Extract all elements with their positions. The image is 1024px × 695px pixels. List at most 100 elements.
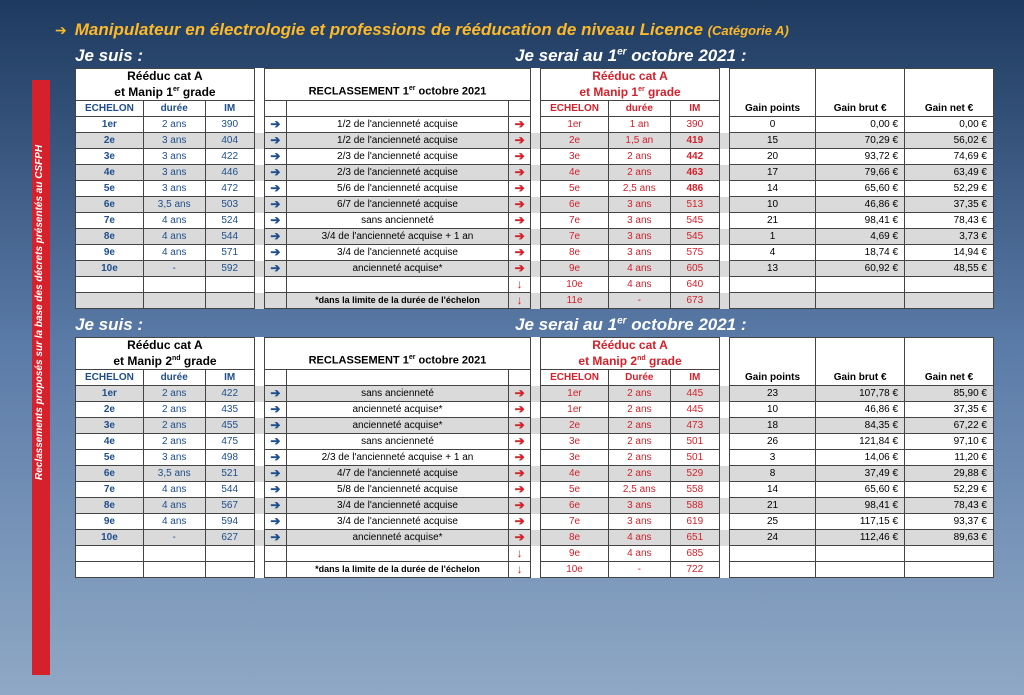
cell-gb: 79,66 € [816, 165, 905, 181]
cell-im2: 513 [670, 197, 719, 213]
arrow-down-icon: ↓ [509, 546, 531, 562]
cell-echelon2: 8e [541, 245, 609, 261]
cell-echelon2: 9e [541, 261, 609, 277]
cell-gb: 84,35 € [816, 418, 905, 434]
cell-echelon: 2e [76, 402, 144, 418]
cell-echelon: 3e [76, 149, 144, 165]
arrow-icon: ➔ [509, 386, 531, 402]
page-title-main: Manipulateur en électrologie et professi… [75, 20, 703, 39]
cell-echelon: 5e [76, 450, 144, 466]
reclass-header: RECLASSEMENT 1er octobre 2021 [264, 69, 531, 101]
cell-gb: 107,78 € [816, 386, 905, 402]
table-row: 7e4 ans544➔5/8 de l'ancienneté acquise➔5… [76, 482, 994, 498]
table-1: Rééduc cat Aet Manip 1er gradeRECLASSEME… [75, 68, 994, 309]
table-row: 5e3 ans472➔5/6 de l'ancienneté acquise➔5… [76, 181, 994, 197]
cell-echelon2: 5e [541, 181, 609, 197]
cell-im: 446 [205, 165, 254, 181]
cell-gn: 37,35 € [905, 402, 994, 418]
cell-reclass: sans ancienneté [286, 213, 508, 229]
cell-gp: 10 [729, 197, 815, 213]
page-title-cat: (Catégorie A) [708, 23, 789, 38]
table-row: 5e3 ans498➔2/3 de l'ancienneté acquise +… [76, 450, 994, 466]
cell-reclass: 1/2 de l'ancienneté acquise [286, 117, 508, 133]
cell-im: 521 [205, 466, 254, 482]
table-row: 10e-592➔ancienneté acquise*➔9e4 ans60513… [76, 261, 994, 277]
cell-gn: 63,49 € [905, 165, 994, 181]
cell-reclass: 1/2 de l'ancienneté acquise [286, 133, 508, 149]
arrow-icon: ➔ [509, 498, 531, 514]
cell-echelon2: 2e [541, 418, 609, 434]
cell-duree2: - [608, 293, 670, 309]
reclass-header: RECLASSEMENT 1er octobre 2021 [264, 338, 531, 370]
col-gain-points: Gain points [729, 69, 815, 117]
cell-duree2: 2 ans [608, 402, 670, 418]
arrow-icon: ➔ [264, 133, 286, 149]
arrow-icon: ➔ [509, 402, 531, 418]
footnote: *dans la limite de la durée de l'échelon [286, 562, 508, 578]
cell-im: 571 [205, 245, 254, 261]
cell-echelon2: 10e [541, 562, 609, 578]
table-row: ↓10e4 ans640 [76, 277, 994, 293]
cell-gb: 70,29 € [816, 133, 905, 149]
cell-echelon2: 5e [541, 482, 609, 498]
cell-echelon2: 3e [541, 149, 609, 165]
arrow-icon: ➔ [264, 181, 286, 197]
cell-im: 544 [205, 482, 254, 498]
cell-im2: 442 [670, 149, 719, 165]
cell-duree: 3 ans [143, 133, 205, 149]
arrow-icon: ➔ [264, 386, 286, 402]
cell-gb: 4,69 € [816, 229, 905, 245]
col-duree-right: durée [608, 101, 670, 117]
cell-duree2: 3 ans [608, 213, 670, 229]
cell-im: 435 [205, 402, 254, 418]
col-gain-points: Gain points [729, 338, 815, 386]
cell-echelon: 6e [76, 197, 144, 213]
arrow-icon: ➔ [264, 530, 286, 546]
cell-im2: 685 [670, 546, 719, 562]
cell-gn: 78,43 € [905, 213, 994, 229]
cell-im2: 558 [670, 482, 719, 498]
cell-echelon2: 9e [541, 546, 609, 562]
section-heads-1: Je suis : Je serai au 1er octobre 2021 : [75, 46, 994, 66]
page-title: Manipulateur en électrologie et professi… [75, 20, 789, 40]
cell-echelon: 7e [76, 482, 144, 498]
cell-im2: 445 [670, 402, 719, 418]
col-im-left: IM [205, 370, 254, 386]
cell-duree: 4 ans [143, 229, 205, 245]
arrow-icon: ➔ [264, 117, 286, 133]
cell-im2: 545 [670, 213, 719, 229]
table-row: 6e3,5 ans521➔4/7 de l'ancienneté acquise… [76, 466, 994, 482]
cell-echelon: 9e [76, 514, 144, 530]
cell-gb: 14,06 € [816, 450, 905, 466]
arrow-icon: ➔ [264, 165, 286, 181]
cell-gb: 98,41 € [816, 498, 905, 514]
heading-left-1: Je suis : [75, 46, 515, 66]
table-row: 10e-627➔ancienneté acquise*➔8e4 ans65124… [76, 530, 994, 546]
cell-duree: 2 ans [143, 386, 205, 402]
cell-gb: 117,15 € [816, 514, 905, 530]
cell-im2: 501 [670, 434, 719, 450]
arrow-icon: ➔ [509, 530, 531, 546]
cell-gn: 37,35 € [905, 197, 994, 213]
cell-echelon2: 1er [541, 386, 609, 402]
cell-duree2: 3 ans [608, 229, 670, 245]
cell-gb: 0,00 € [816, 117, 905, 133]
table-row: 2e2 ans435➔ancienneté acquise*➔1er2 ans4… [76, 402, 994, 418]
cell-gp: 21 [729, 213, 815, 229]
col-duree-right: Durée [608, 370, 670, 386]
table-row: 7e4 ans524➔sans ancienneté➔7e3 ans545219… [76, 213, 994, 229]
cell-im: 472 [205, 181, 254, 197]
cell-gb: 60,92 € [816, 261, 905, 277]
arrow-icon: ➔ [264, 197, 286, 213]
heading-right-1: Je serai au 1er octobre 2021 : [515, 46, 747, 66]
cell-gn: 11,20 € [905, 450, 994, 466]
arrow-icon: ➔ [264, 213, 286, 229]
cell-reclass: 3/4 de l'ancienneté acquise + 1 an [286, 229, 508, 245]
cell-duree2: 2 ans [608, 466, 670, 482]
table-row: *dans la limite de la durée de l'échelon… [76, 293, 994, 309]
arrow-icon: ➔ [509, 514, 531, 530]
cell-gn: 67,22 € [905, 418, 994, 434]
cell-gp: 20 [729, 149, 815, 165]
cell-gb: 93,72 € [816, 149, 905, 165]
cell-gn: 74,69 € [905, 149, 994, 165]
